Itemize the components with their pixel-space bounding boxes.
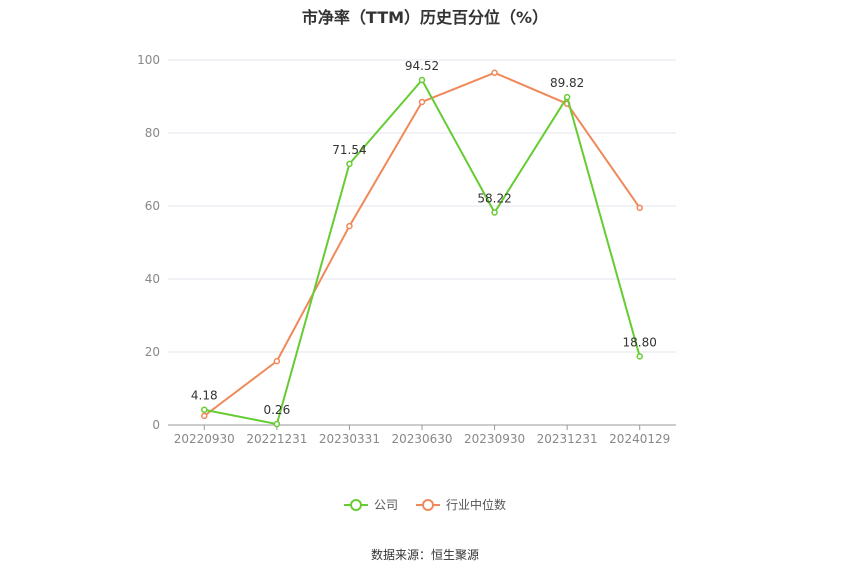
data-label: 4.18 bbox=[191, 389, 218, 403]
data-labels: 4.18 0.26 71.54 94.52 58.22 89.82 18.80 bbox=[191, 59, 657, 417]
data-point bbox=[491, 209, 498, 216]
chart-title: 市净率（TTM）历史百分位（%） bbox=[301, 8, 549, 27]
x-tick-label: 20230630 bbox=[391, 432, 452, 446]
axes: 0 20 40 60 80 100 20220930 20221231 20230331 2023… bbox=[137, 53, 676, 446]
data-point bbox=[418, 76, 426, 84]
legend-item-industry-median[interactable]: 行业中位数 bbox=[416, 496, 506, 513]
data-point bbox=[273, 357, 281, 365]
data-point bbox=[636, 204, 643, 212]
x-tick-label: 20230331 bbox=[319, 432, 380, 446]
data-label: 0.26 bbox=[263, 403, 290, 417]
x-tick-label: 20240129 bbox=[609, 432, 670, 446]
y-tick-label: 0 bbox=[152, 418, 160, 432]
data-point bbox=[346, 222, 353, 230]
data-point bbox=[418, 98, 426, 106]
data-label: 89.82 bbox=[550, 76, 584, 90]
series-line-0 bbox=[204, 79, 641, 426]
x-tick-label: 20220930 bbox=[174, 432, 235, 446]
x-tick-label: 20230930 bbox=[464, 432, 525, 446]
data-point bbox=[201, 412, 208, 420]
legend-swatch-industry-median bbox=[416, 498, 440, 511]
data-label: 18.80 bbox=[623, 335, 657, 349]
data-label: 58.22 bbox=[477, 191, 511, 205]
source-note: 数据来源：恒生聚源 bbox=[370, 548, 479, 562]
data-point bbox=[273, 420, 281, 428]
data-point bbox=[201, 406, 208, 413]
data-point bbox=[346, 160, 353, 168]
grid-lines bbox=[168, 59, 676, 353]
y-tick-label: 40 bbox=[145, 272, 160, 286]
legend: 公司 行业中位数 bbox=[0, 496, 850, 513]
y-tick-label: 20 bbox=[145, 345, 160, 359]
legend-label-industry-median: 行业中位数 bbox=[446, 498, 507, 512]
data-point bbox=[491, 69, 498, 77]
x-tick-label: 20221231 bbox=[246, 432, 307, 446]
data-label: 71.54 bbox=[332, 143, 366, 157]
data-point bbox=[563, 93, 571, 101]
y-tick-label: 100 bbox=[137, 53, 160, 67]
y-tick-label: 60 bbox=[145, 199, 160, 213]
data-point bbox=[636, 353, 643, 360]
legend-label-company: 公司 bbox=[373, 498, 398, 512]
legend-item-company[interactable]: 公司 bbox=[343, 496, 398, 513]
y-tick-label: 80 bbox=[145, 126, 160, 140]
legend-swatch-company bbox=[343, 498, 368, 511]
data-label: 94.52 bbox=[405, 59, 439, 73]
series-lines bbox=[201, 69, 643, 428]
x-tick-label: 20231231 bbox=[537, 432, 598, 446]
